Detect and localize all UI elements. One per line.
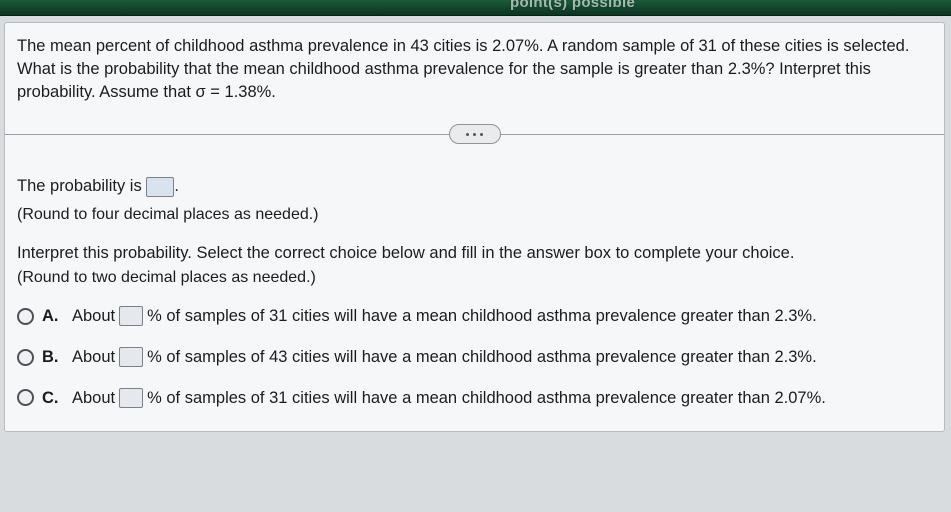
ellipsis-dot-icon [466,133,469,136]
choice-b-label: B. [42,346,64,369]
expand-ellipsis-button[interactable] [449,124,501,144]
radio-a[interactable] [17,308,34,325]
points-possible-label: point(s) possible [510,0,635,11]
interpret-round-note: (Round to two decimal places as needed.) [17,267,928,289]
question-panel: The mean percent of childhood asthma pre… [4,22,945,432]
probability-round-note: (Round to four decimal places as needed.… [17,204,928,226]
divider-row [5,121,944,147]
choice-b-before: About [72,346,115,369]
choice-b: B. About % of samples of 43 cities will … [17,346,928,369]
probability-prefix: The probability is [17,177,146,195]
choice-b-after: % of samples of 43 cities will have a me… [147,346,817,369]
radio-c[interactable] [17,389,34,406]
choice-c-before: About [72,387,115,410]
choices-group: A. About % of samples of 31 cities will … [17,305,928,409]
choice-a-before: About [72,305,115,328]
radio-b[interactable] [17,349,34,366]
probability-suffix: . [174,177,179,195]
ellipsis-dot-icon [473,133,476,136]
choice-b-text: About % of samples of 43 cities will hav… [72,346,817,369]
probability-line: The probability is . [17,175,928,198]
choice-c-label: C. [42,387,64,410]
probability-input[interactable] [146,177,174,197]
interpret-instruction: Interpret this probability. Select the c… [17,242,928,265]
choice-a-label: A. [42,305,64,328]
choice-c-input[interactable] [119,388,143,408]
ellipsis-dot-icon [480,133,483,136]
choice-c: C. About % of samples of 31 cities will … [17,387,928,410]
choice-a-text: About % of samples of 31 cities will hav… [72,305,817,328]
choice-c-text: About % of samples of 31 cities will hav… [72,387,826,410]
choice-a: A. About % of samples of 31 cities will … [17,305,928,328]
choice-b-input[interactable] [119,347,143,367]
choice-c-after: % of samples of 31 cities will have a me… [147,387,826,410]
header-bar: point(s) possible [0,0,951,16]
question-text: The mean percent of childhood asthma pre… [17,35,928,103]
choice-a-input[interactable] [119,306,143,326]
choice-a-after: % of samples of 31 cities will have a me… [147,305,817,328]
